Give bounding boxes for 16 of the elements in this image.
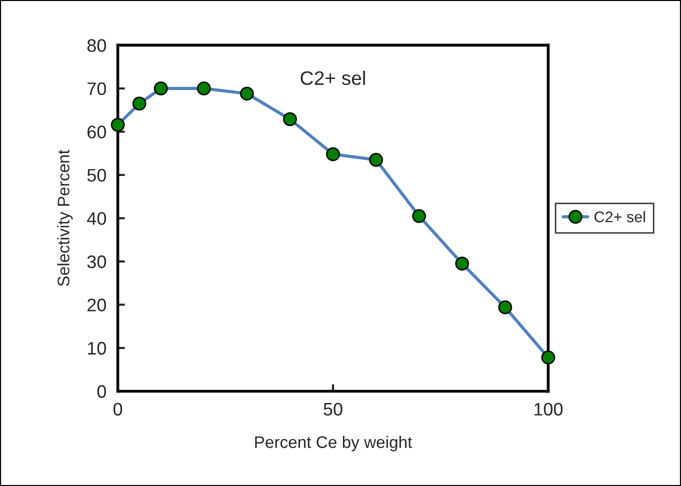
y-tick-label: 40 [87,212,106,225]
x-tick-label: 50 [324,402,342,416]
y-tick-label: 10 [88,342,106,355]
y-axis-title: Selectivity Percent [57,150,73,286]
text: C2+ sel [300,70,365,86]
y-tick-label: 0 [97,385,106,398]
y-tick-label: 60 [88,126,106,138]
x-tick-label: 100 [534,402,563,416]
x-axis-title: Percent Ce by weight [255,436,412,452]
legend-label: C2+ sel [594,211,645,222]
y-tick-label: 80 [87,39,106,52]
x-tick-label: 0 [114,402,122,416]
y-tick-label: 20 [88,298,106,312]
y-tick-label: 50 [87,168,106,182]
y-tick-label: 30 [87,255,106,268]
y-tick-label: 70 [88,82,106,96]
